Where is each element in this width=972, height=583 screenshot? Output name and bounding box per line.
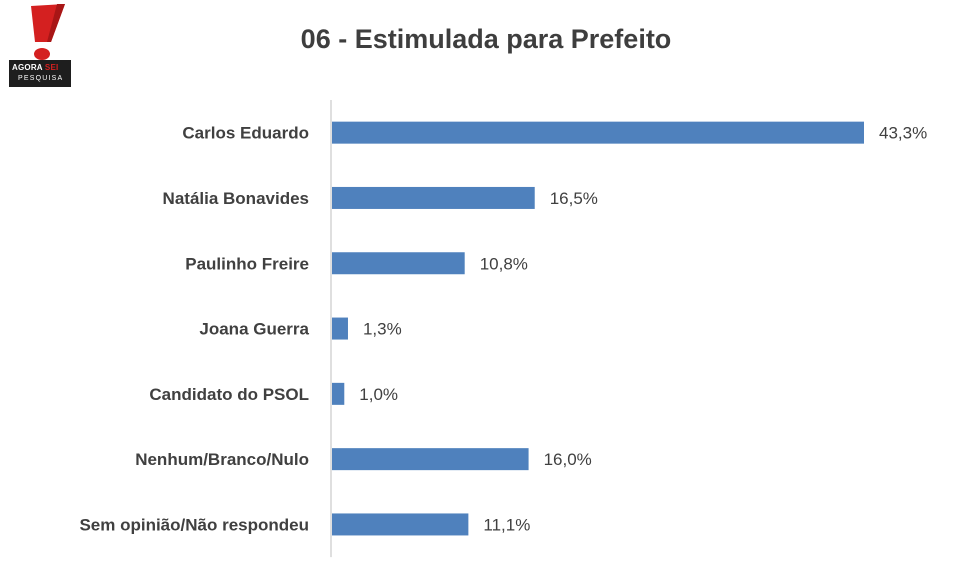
logo-wordmark: AGORA SEI bbox=[12, 63, 58, 72]
bar bbox=[332, 513, 469, 536]
data-label: 11,1% bbox=[483, 515, 530, 534]
bar bbox=[332, 186, 535, 209]
category-label: Sem opinião/Não respondeu bbox=[79, 515, 309, 534]
bar bbox=[332, 448, 529, 471]
logo-word-pesquisa: PESQUISA bbox=[18, 75, 64, 82]
exclamation-logo-icon bbox=[31, 4, 65, 60]
logo-word-sei: SEI bbox=[44, 63, 59, 72]
bar bbox=[332, 317, 348, 340]
data-label: 1,3% bbox=[363, 320, 402, 339]
data-label: 16,5% bbox=[550, 189, 598, 208]
data-label: 16,0% bbox=[544, 450, 592, 469]
bar bbox=[332, 252, 465, 275]
bar bbox=[332, 382, 345, 405]
category-label: Paulinho Freire bbox=[185, 254, 309, 273]
category-label: Joana Guerra bbox=[199, 320, 309, 339]
data-label: 10,8% bbox=[480, 254, 528, 273]
data-label: 43,3% bbox=[879, 124, 927, 143]
category-label: Natália Bonavides bbox=[163, 189, 309, 208]
chart-title: 06 - Estimulada para Prefeito bbox=[300, 24, 672, 54]
bar bbox=[332, 121, 864, 144]
agora-sei-logo: AGORA SEI PESQUISA bbox=[9, 4, 71, 87]
category-label: Nenhum/Branco/Nulo bbox=[135, 450, 309, 469]
category-label: Carlos Eduardo bbox=[182, 124, 309, 143]
data-label: 1,0% bbox=[359, 385, 398, 404]
logo-box: AGORA SEI PESQUISA bbox=[9, 60, 71, 87]
logo-word-agora: AGORA bbox=[12, 63, 43, 72]
category-label: Candidato do PSOL bbox=[149, 385, 309, 404]
